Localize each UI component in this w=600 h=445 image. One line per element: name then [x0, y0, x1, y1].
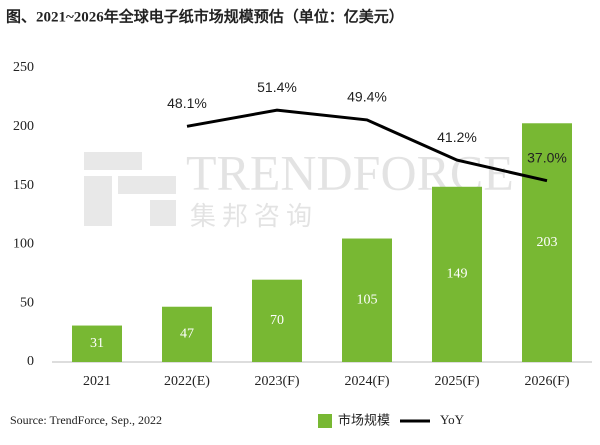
bar	[522, 123, 572, 362]
y-tick-label: 150	[13, 178, 34, 193]
y-tick-label: 200	[13, 119, 34, 134]
watermark-text: 集邦咨询	[190, 201, 318, 231]
x-tick-label: 2021	[83, 374, 111, 389]
legend-swatch	[318, 414, 332, 428]
watermark-logo	[150, 200, 176, 226]
line-label: 51.4%	[257, 79, 297, 95]
bar-label: 149	[447, 267, 468, 282]
watermark: TRENDFORCE 集邦咨询	[84, 144, 514, 231]
bar	[432, 186, 482, 362]
legend-label: YoY	[440, 412, 465, 427]
bar-label: 70	[270, 313, 284, 328]
bar-label: 203	[537, 235, 558, 250]
x-tick-label: 2022(E)	[164, 374, 210, 389]
y-tick-label: 250	[13, 60, 34, 75]
line	[186, 108, 548, 183]
line-label: 37.0%	[527, 149, 567, 165]
x-tick-label: 2023(F)	[254, 374, 299, 389]
x-tick-label: 2026(F)	[524, 374, 569, 389]
watermark-logo	[84, 152, 142, 170]
y-tick-label: 100	[13, 237, 34, 252]
watermark-logo	[84, 176, 112, 226]
line-label: 41.2%	[437, 129, 477, 145]
y-tick-label: 50	[20, 295, 34, 310]
x-tick-label: 2025(F)	[434, 374, 479, 389]
source: Source: TrendForce, Sep., 2022	[10, 413, 162, 427]
bar	[72, 325, 122, 362]
x-tick-label: 2024(F)	[344, 374, 389, 389]
bar	[252, 279, 302, 362]
bar	[162, 306, 212, 362]
watermark-logo	[118, 176, 176, 194]
chart-title: 图、2021~2026年全球电子纸市场规模预估（单位：亿美元）	[6, 7, 404, 25]
line-label: 48.1%	[167, 95, 207, 111]
line-label: 49.4%	[347, 89, 387, 105]
bar-label: 31	[90, 336, 104, 351]
bar-label: 47	[180, 327, 194, 342]
bar-label: 105	[357, 292, 378, 307]
legend-label: 市场规模	[338, 412, 390, 427]
bar	[342, 238, 392, 362]
y-tick-label: 0	[27, 354, 34, 369]
